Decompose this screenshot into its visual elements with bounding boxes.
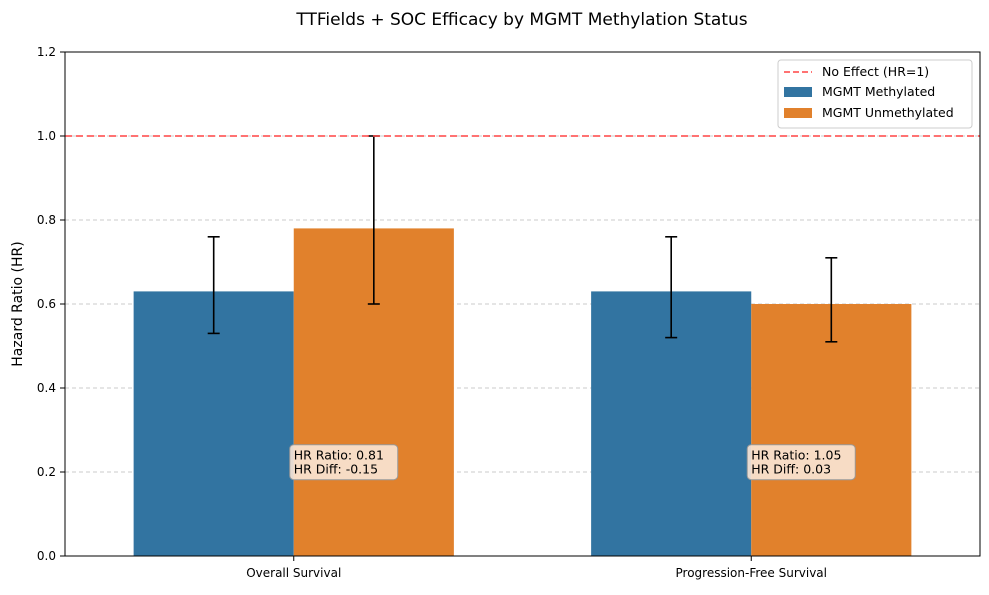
y-tick-label: 0.2 [37, 465, 56, 479]
chart-title: TTFields + SOC Efficacy by MGMT Methylat… [295, 10, 747, 30]
y-tick-label: 1.2 [37, 45, 56, 59]
y-axis-label: Hazard Ratio (HR) [10, 241, 26, 366]
legend-label-mgmt-unmethylated: MGMT Unmethylated [822, 105, 954, 120]
y-tick-label: 1.0 [37, 129, 56, 143]
annotation-text: HR Diff: -0.15 [294, 462, 378, 477]
legend-swatch-mgmt-unmethylated [784, 108, 812, 118]
legend-label-mgmt-methylated: MGMT Methylated [822, 84, 935, 99]
y-tick-label: 0.6 [37, 297, 56, 311]
annotation-text: HR Diff: 0.03 [751, 462, 831, 477]
annotation-box [289, 444, 399, 481]
legend: No Effect (HR=1) MGMT Methylated MGMT Unme… [777, 59, 973, 129]
x-tick-label: Progression-Free Survival [676, 566, 827, 580]
y-tick-label: 0.8 [37, 213, 56, 227]
x-tick-label: Overall Survival [246, 566, 341, 580]
bar-mgmt-methylated [133, 291, 294, 556]
legend-swatch-mgmt-methylated [784, 87, 812, 97]
legend-frame [777, 59, 973, 129]
legend-label-reference: No Effect (HR=1) [822, 64, 929, 79]
bar-mgmt-unmethylated [751, 304, 912, 556]
annotation-box [746, 444, 856, 481]
annotation-text: HR Ratio: 0.81 [294, 448, 384, 463]
annotation-text: HR Ratio: 1.05 [751, 448, 841, 463]
y-tick-label: 0.4 [37, 381, 56, 395]
y-tick-label: 0.0 [37, 549, 56, 563]
